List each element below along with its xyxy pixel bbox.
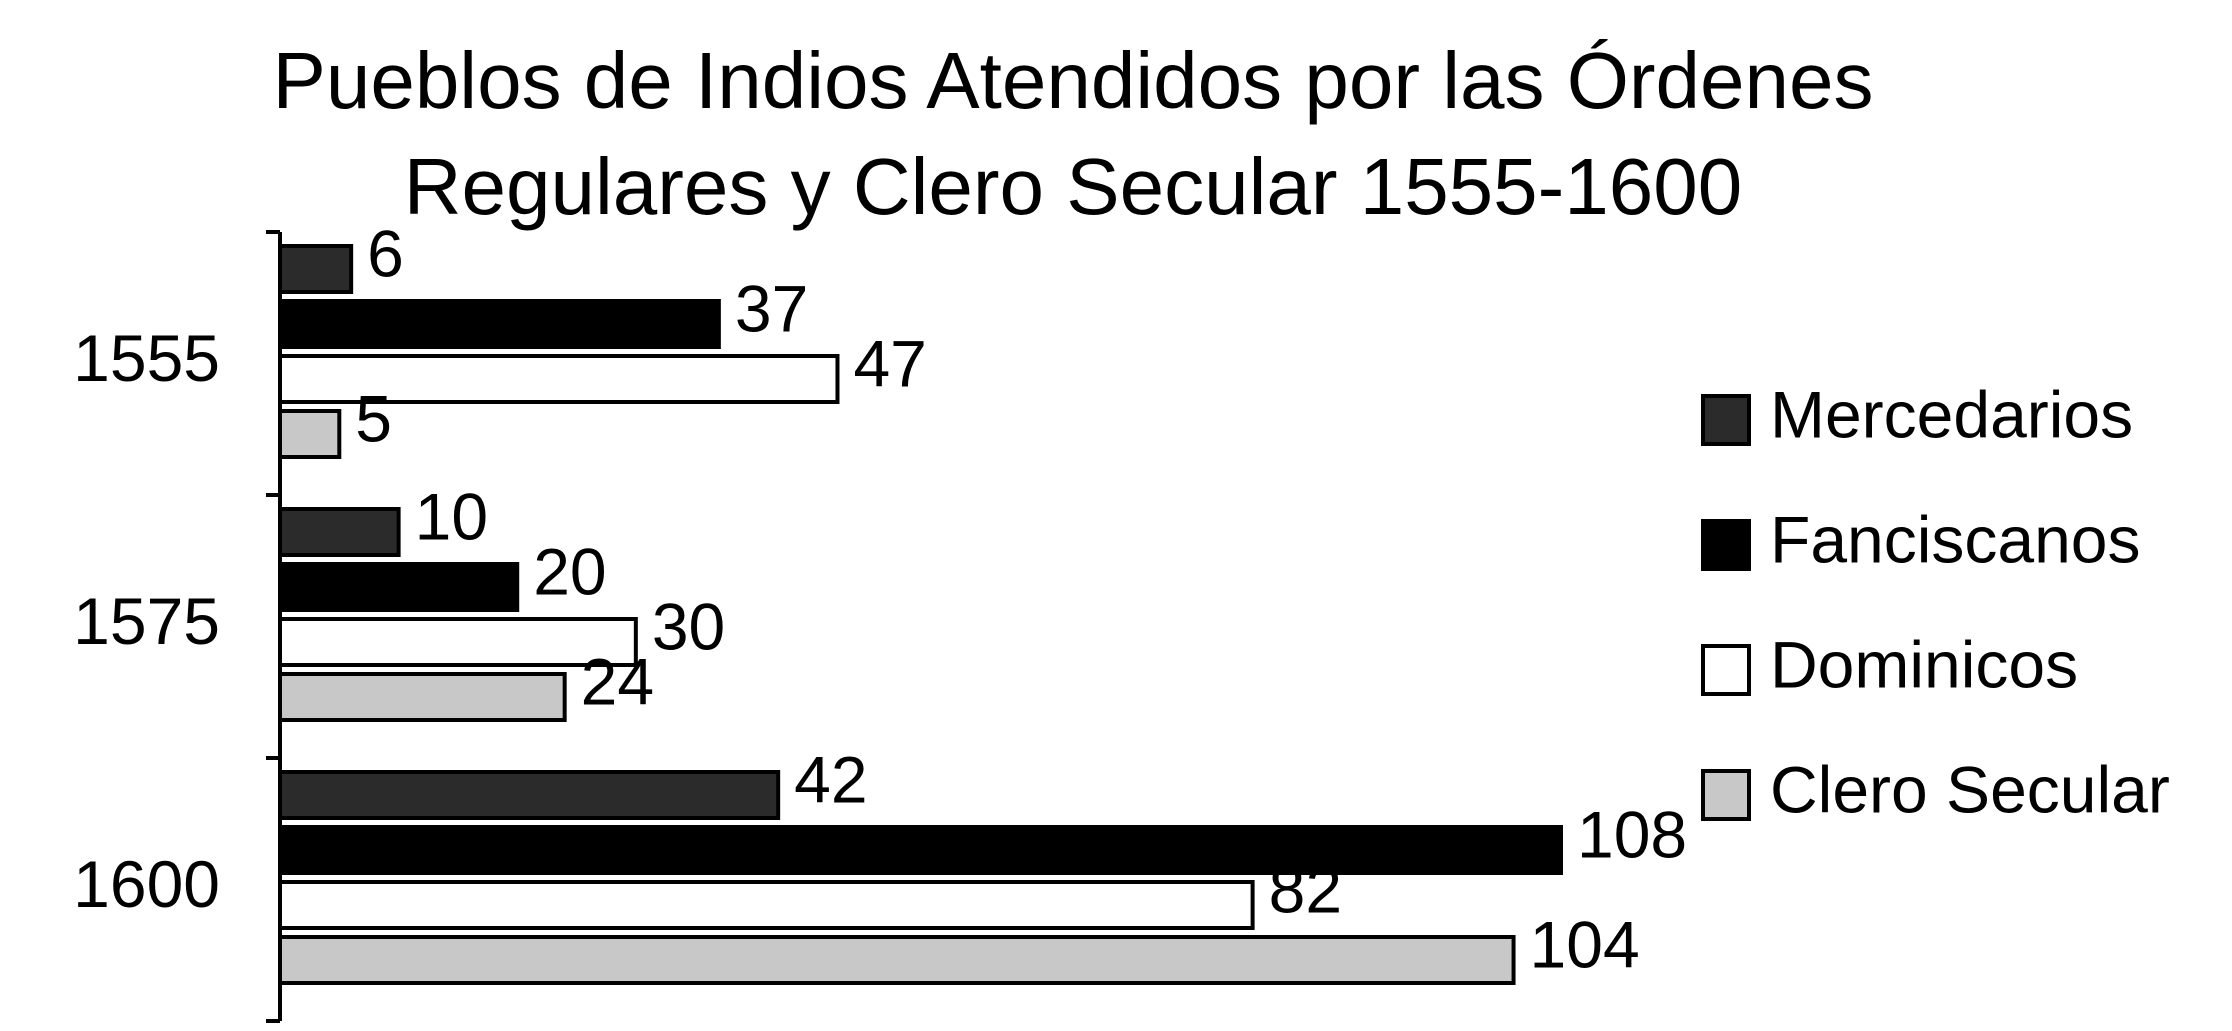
legend-label: Mercedarios [1770,377,2133,451]
value-label: 82 [1269,852,1342,926]
legend-swatch [1701,644,1751,696]
y-tick-label: 1600 [73,847,220,921]
legend-label: Clero Secular [1770,752,2170,826]
legend-label: Fanciscanos [1770,502,2141,576]
value-label: 37 [735,271,808,345]
bar [278,825,1563,875]
y-tick-label: 1555 [73,321,220,395]
value-label: 5 [355,381,392,455]
bar [278,935,1516,985]
bar [278,562,520,612]
legend-label: Dominicos [1770,627,2078,701]
y-tick-label: 1575 [73,584,220,658]
bar [278,880,1255,930]
value-label: 10 [415,479,488,553]
value-label: 24 [581,644,654,718]
value-label: 6 [367,216,404,290]
bar [278,770,781,820]
legend-swatch [1701,519,1751,571]
bar [278,244,354,294]
bar [278,354,840,404]
bar [278,299,721,349]
value-label: 47 [853,326,926,400]
bar [278,507,401,557]
value-label: 108 [1577,797,1687,871]
chart-title: Pueblos de Indios Atendidos por las Órde… [272,36,1874,231]
value-label: 30 [652,589,725,663]
value-label: 20 [533,534,606,608]
bar [278,409,342,459]
bar [278,672,567,722]
legend-swatch [1701,769,1751,821]
legend-swatch [1701,394,1751,446]
value-label: 104 [1530,907,1640,981]
value-label: 42 [794,742,867,816]
bar [278,617,638,667]
